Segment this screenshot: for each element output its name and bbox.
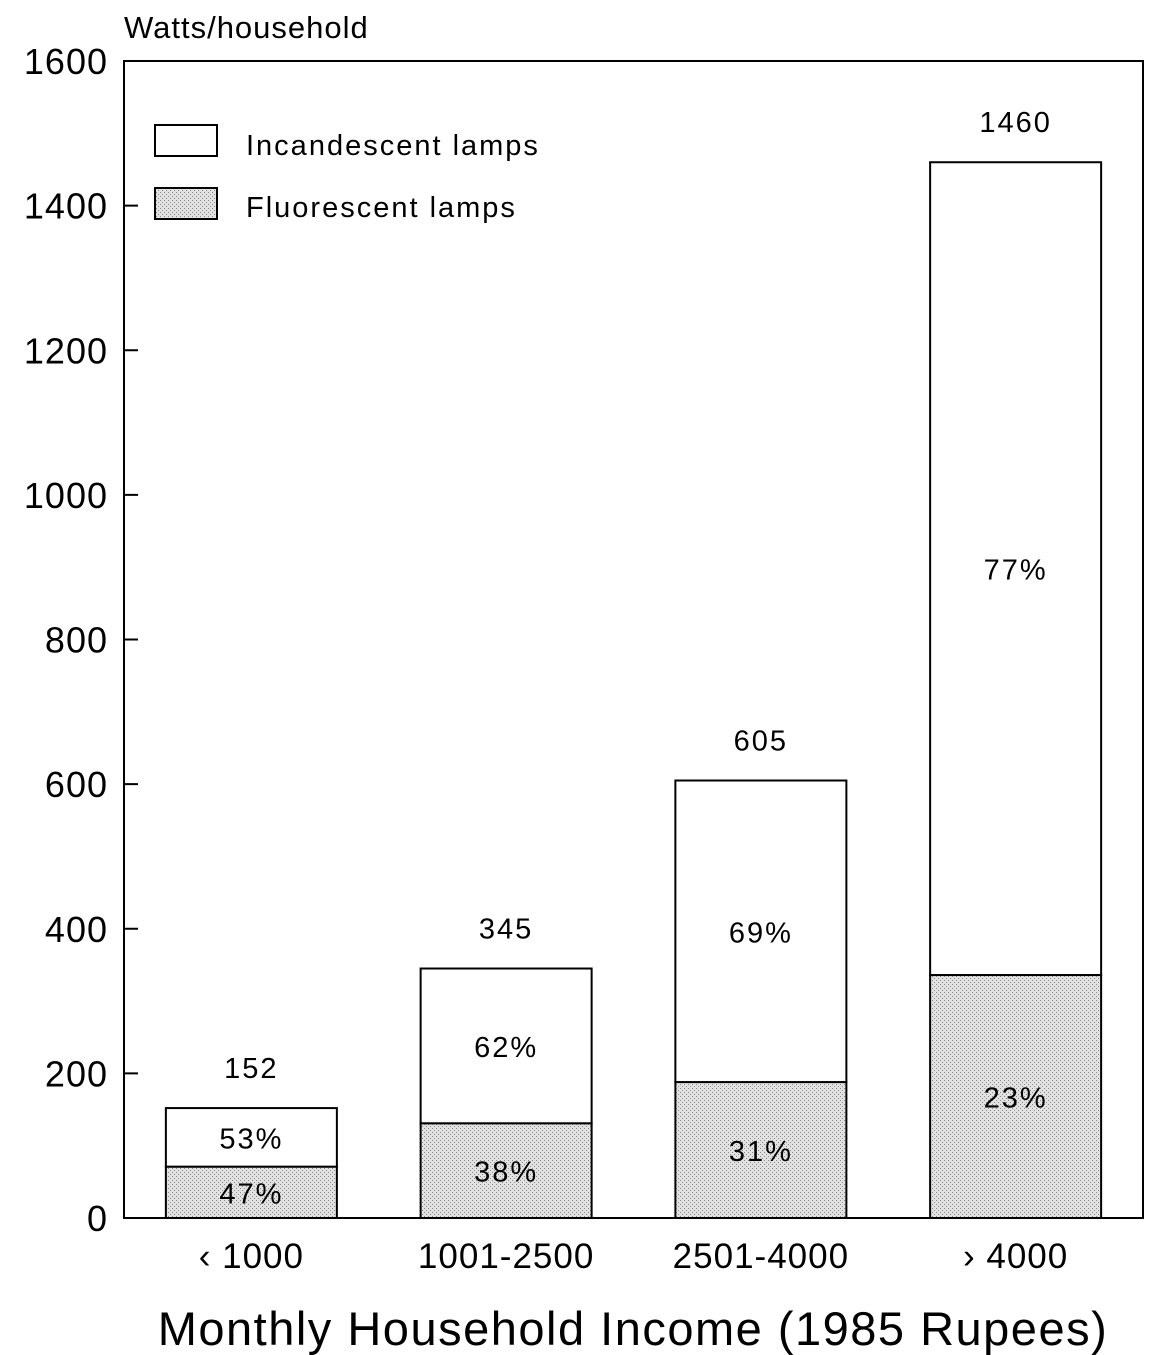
y-tick-label: 1000 <box>24 475 108 516</box>
legend-swatch-incandescent <box>154 124 218 157</box>
x-tick-label: ‹ 1000 <box>199 1237 304 1276</box>
bar-incandescent <box>164 1107 338 1168</box>
legend-swatch-fluorescent <box>154 187 218 220</box>
bar-incandescent <box>674 779 848 1084</box>
bar-total-label: 345 <box>479 914 533 946</box>
percent-label-incandescent: 69% <box>729 917 793 949</box>
percent-label-incandescent: 77% <box>984 555 1048 587</box>
x-axis-title: Monthly Household Income (1985 Rupees) <box>158 1302 1109 1355</box>
bar-fluorescent <box>674 1081 848 1219</box>
bar-fluorescent <box>929 974 1103 1220</box>
y-tick-label: 1200 <box>24 330 108 371</box>
legend: Incandescent lamps Fluorescent lamps <box>154 124 540 224</box>
y-tick-label: 1600 <box>24 41 108 82</box>
y-tick-label: 0 <box>87 1198 108 1239</box>
percent-label-fluorescent: 23% <box>984 1083 1048 1115</box>
percent-label-incandescent: 62% <box>474 1032 538 1064</box>
x-tick-label: 1001-2500 <box>418 1237 594 1276</box>
y-axis-title: Watts/household <box>124 10 369 45</box>
y-tick-label: 400 <box>45 909 108 950</box>
legend-label-fluorescent: Fluorescent lamps <box>246 192 517 224</box>
y-tick-label: 800 <box>45 620 108 661</box>
percent-label-fluorescent: 38% <box>474 1157 538 1189</box>
percent-label-incandescent: 53% <box>219 1123 283 1155</box>
bar-incandescent <box>929 161 1103 977</box>
percent-label-fluorescent: 47% <box>219 1178 283 1210</box>
y-tick-label: 600 <box>45 764 108 805</box>
bar-incandescent <box>419 967 593 1125</box>
y-tick-label: 200 <box>45 1053 108 1094</box>
y-tick-label: 1400 <box>24 186 108 227</box>
bar-total-label: 152 <box>224 1053 278 1085</box>
bar-total-label: 605 <box>734 726 788 758</box>
bar-fluorescent <box>419 1122 593 1220</box>
legend-label-incandescent: Incandescent lamps <box>246 130 540 162</box>
x-tick-label: 2501-4000 <box>673 1237 849 1276</box>
bar-total-label: 1460 <box>979 107 1052 139</box>
x-tick-label: › 4000 <box>963 1237 1068 1276</box>
percent-label-fluorescent: 31% <box>729 1136 793 1168</box>
